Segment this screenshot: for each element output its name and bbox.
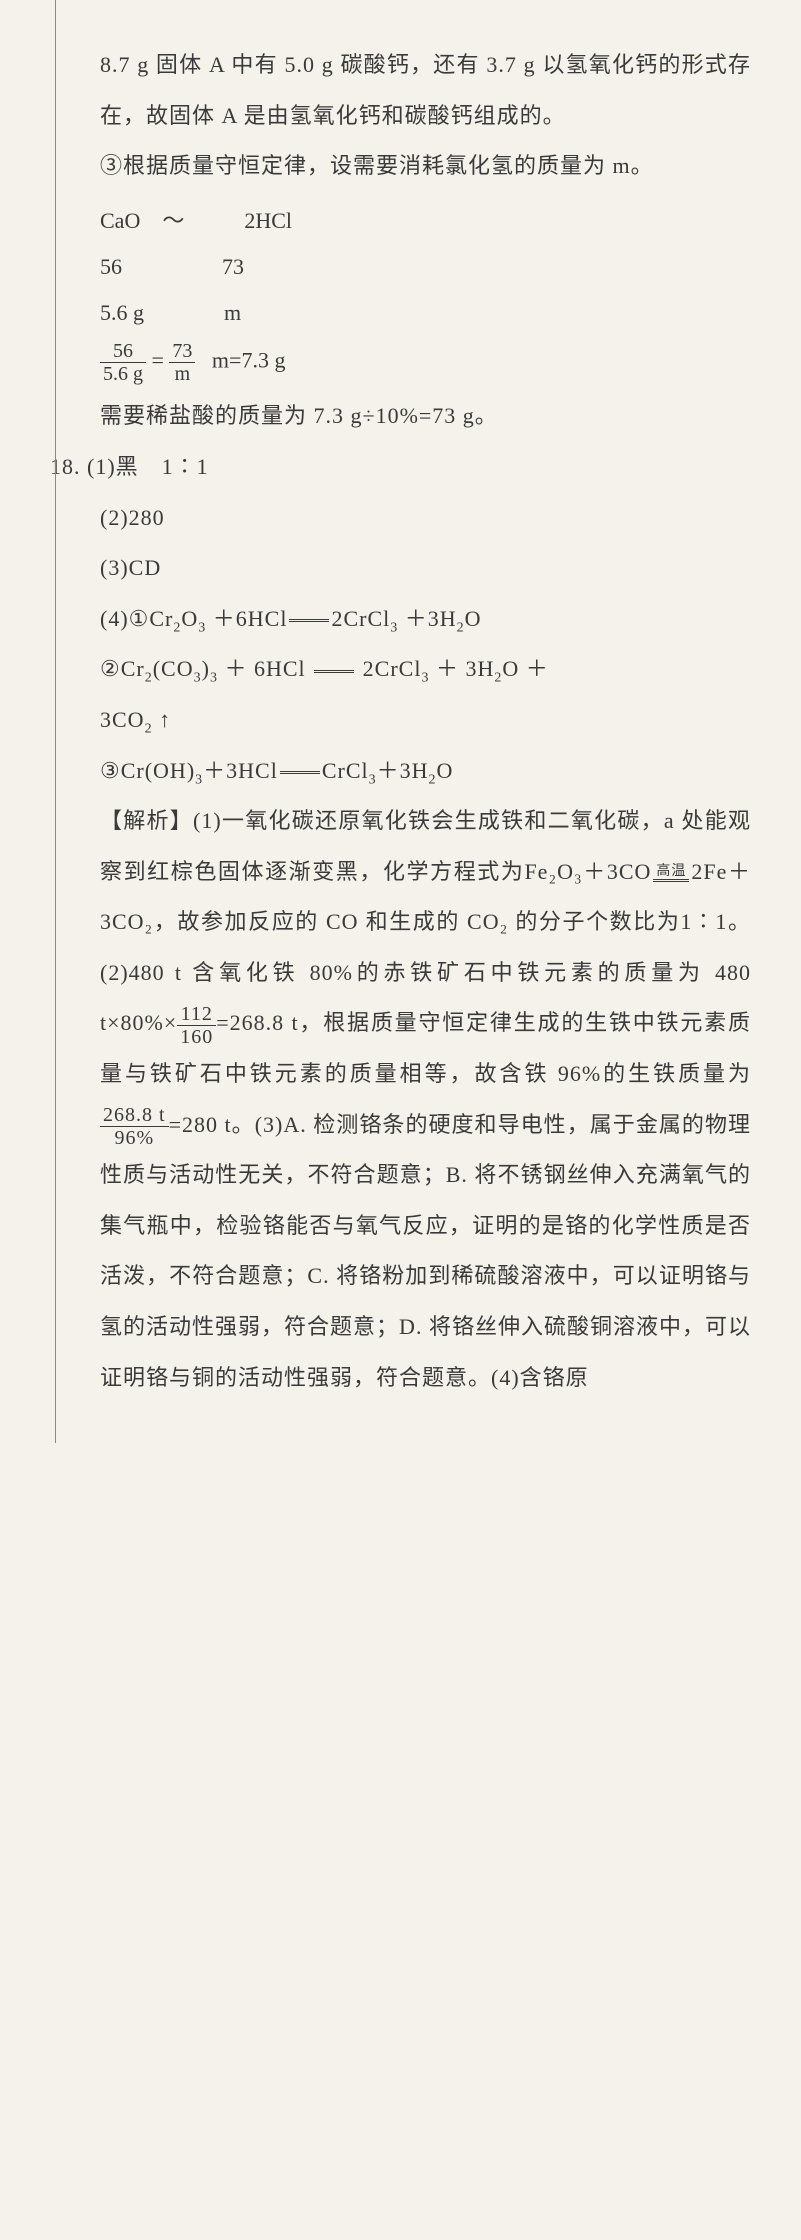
calc-73: 73: [222, 244, 244, 290]
analysis-block: 【解析】(1)一氧化碳还原氧化铁会生成铁和二氧化碳，a 处能观察到红棕色固体逐渐…: [100, 796, 751, 1403]
calc-fraction-row: 565.6 g = 73m m=7.3 g: [100, 340, 751, 385]
analysis-label: 【解析】: [100, 808, 193, 833]
q18-answer-4-eq3: ③Cr(OH)3＋3HClCrCl3＋3H2O: [100, 746, 751, 797]
q18-answer-2: (2)280: [100, 493, 751, 544]
q18-answer-1: (1)黑 1∶1: [87, 454, 209, 479]
calc-hcl: 2HCl: [244, 198, 292, 244]
calc-5-6g: 5.6 g: [100, 290, 144, 336]
q18-answer-4-eq2-cont: 3CO2 ↑: [100, 695, 751, 746]
q18-answer-4-eq1: (4)①Cr2O3 ＋6HCl2CrCl3 ＋3H2O: [100, 594, 751, 645]
calc-cao: CaO ～: [100, 198, 184, 244]
paragraph-mass-conservation: ③根据质量守恒定律，设需要消耗氯化氢的质量为 m。: [100, 141, 751, 192]
calc-56: 56: [100, 244, 122, 290]
paragraph-dilute-acid: 需要稀盐酸的质量为 7.3 g÷10%=73 g。: [100, 391, 751, 442]
calculation-block: CaO ～ 2HCl 56 73 5.6 g m 565.6 g = 73m m…: [100, 198, 751, 386]
q18-answer-4-eq2: ②Cr2(CO3)3 ＋ 6HCl 2CrCl3 ＋ 3H2O ＋: [100, 644, 751, 695]
question-18: 18. (1)黑 1∶1: [100, 442, 751, 493]
calc-m: m: [224, 290, 241, 336]
paragraph-solid-a: 8.7 g 固体 A 中有 5.0 g 碳酸钙，还有 3.7 g 以氢氧化钙的形…: [100, 40, 751, 141]
q18-answer-3: (3)CD: [100, 543, 751, 594]
